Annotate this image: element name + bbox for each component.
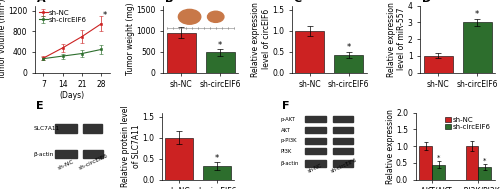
Bar (167, 33, 196, 73)
Bar (424, 56, 453, 73)
Bar (305, 148, 326, 154)
Legend: sh-NC, sh-circEIF6: sh-NC, sh-circEIF6 (38, 9, 88, 23)
Text: β-actin: β-actin (280, 161, 299, 166)
Bar (466, 146, 478, 180)
Y-axis label: Relative expression: Relative expression (386, 109, 394, 184)
Text: *: * (483, 157, 486, 163)
Text: *: * (102, 11, 106, 20)
Text: *: * (346, 43, 350, 52)
Bar (82, 124, 102, 133)
Bar (334, 148, 352, 154)
Bar (305, 116, 326, 122)
X-axis label: (Days): (Days) (60, 91, 85, 100)
Text: *: * (218, 41, 222, 50)
Y-axis label: Relative expression
level of circEIF6: Relative expression level of circEIF6 (252, 2, 270, 77)
Text: sh-circEIF6: sh-circEIF6 (330, 157, 358, 174)
Text: AKT: AKT (280, 128, 290, 132)
Text: E: E (36, 101, 44, 111)
Y-axis label: Relative expression
level of miR-557: Relative expression level of miR-557 (387, 2, 406, 77)
Text: *: * (214, 154, 219, 163)
Legend: sh-NC, sh-circEIF6: sh-NC, sh-circEIF6 (444, 116, 492, 130)
Bar (432, 164, 445, 180)
Y-axis label: Tumor weight (mg): Tumor weight (mg) (126, 3, 135, 75)
Bar (55, 124, 77, 133)
Text: p-PI3K: p-PI3K (280, 138, 297, 143)
Y-axis label: Relative protein level
of SLC7A11: Relative protein level of SLC7A11 (122, 105, 141, 187)
Bar (334, 127, 352, 133)
Text: A: A (36, 0, 45, 4)
Bar (420, 146, 432, 180)
Text: sh-NC: sh-NC (57, 159, 75, 170)
Bar (478, 167, 492, 180)
Text: sh-circEIF6: sh-circEIF6 (78, 153, 108, 170)
Text: B: B (165, 0, 173, 4)
Text: C: C (294, 0, 302, 4)
Bar (334, 138, 352, 144)
Y-axis label: Tumor volume (mm³): Tumor volume (mm³) (0, 0, 6, 79)
Text: SLC7A11: SLC7A11 (34, 126, 60, 131)
Bar (334, 55, 363, 73)
Bar (334, 160, 352, 167)
Text: *: * (437, 154, 440, 160)
Bar (305, 127, 326, 133)
Bar (202, 166, 230, 180)
Bar (82, 150, 103, 158)
Text: D: D (422, 0, 431, 4)
Bar (206, 53, 234, 73)
Text: PI3K: PI3K (280, 149, 292, 154)
Bar (296, 31, 324, 73)
Bar (462, 22, 492, 73)
Text: p-AKT: p-AKT (280, 117, 295, 122)
Bar (305, 160, 326, 167)
Bar (334, 116, 352, 122)
Text: *: * (475, 10, 479, 19)
Text: sh-NC: sh-NC (307, 163, 324, 174)
Bar (305, 138, 326, 144)
Text: β-actin: β-actin (34, 152, 54, 157)
Bar (55, 150, 77, 158)
Bar (165, 138, 194, 180)
Text: F: F (282, 101, 290, 111)
